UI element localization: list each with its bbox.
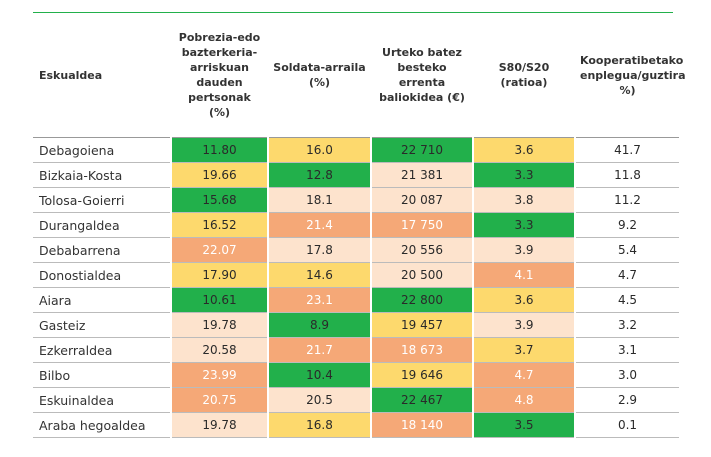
table-row: Bizkaia-Kosta 19.66 12.8 21 381 3.3 11.8 <box>33 163 679 188</box>
value-cell: 4.7 <box>474 363 574 388</box>
table-row: Ezkerraldea 20.58 21.7 18 673 3.7 3.1 <box>33 338 679 363</box>
value-cell: 17.90 <box>172 263 267 288</box>
table-row: Debabarrena 22.07 17.8 20 556 3.9 5.4 <box>33 238 679 263</box>
value-cell: 20.75 <box>172 388 267 413</box>
value-cell: 23.1 <box>269 288 370 313</box>
value-cell: 11.2 <box>576 188 679 213</box>
column-header: Urteko batez besteko errenta baliokidea … <box>372 13 472 138</box>
table-row: Donostialdea 17.90 14.6 20 500 4.1 4.7 <box>33 263 679 288</box>
data-table: Eskualdea Pobrezia-edo bazterkeria-arrisk… <box>31 13 686 438</box>
region-cell: Donostialdea <box>33 263 170 288</box>
value-cell: 3.0 <box>576 363 679 388</box>
value-cell: 22 467 <box>372 388 472 413</box>
value-cell: 22 710 <box>372 138 472 163</box>
table-row: Aiara 10.61 23.1 22 800 3.6 4.5 <box>33 288 679 313</box>
value-cell: 3.9 <box>474 238 574 263</box>
table-row: Eskuinaldea 20.75 20.5 22 467 4.8 2.9 <box>33 388 679 413</box>
value-cell: 21.4 <box>269 213 370 238</box>
region-cell: Eskuinaldea <box>33 388 170 413</box>
value-cell: 17 750 <box>372 213 472 238</box>
value-cell: 18 140 <box>372 413 472 438</box>
value-cell: 3.6 <box>474 138 574 163</box>
value-cell: 19.78 <box>172 413 267 438</box>
value-cell: 22 800 <box>372 288 472 313</box>
value-cell: 18.1 <box>269 188 370 213</box>
value-cell: 3.3 <box>474 213 574 238</box>
value-cell: 11.80 <box>172 138 267 163</box>
value-cell: 4.7 <box>576 263 679 288</box>
column-header: Soldata-arraila (%) <box>269 13 370 138</box>
value-cell: 20 087 <box>372 188 472 213</box>
table-wrap: Eskualdea Pobrezia-edo bazterkeria-arrisk… <box>33 12 686 438</box>
table-row: Tolosa-Goierri 15.68 18.1 20 087 3.8 11.2 <box>33 188 679 213</box>
column-header: S80/S20 (ratioa) <box>474 13 574 138</box>
value-cell: 12.8 <box>269 163 370 188</box>
region-cell: Bizkaia-Kosta <box>33 163 170 188</box>
table-row: Araba hegoaldea 19.78 16.8 18 140 3.5 0.1 <box>33 413 679 438</box>
value-cell: 3.6 <box>474 288 574 313</box>
value-cell: 16.52 <box>172 213 267 238</box>
value-cell: 17.8 <box>269 238 370 263</box>
region-cell: Debagoiena <box>33 138 170 163</box>
region-cell: Aiara <box>33 288 170 313</box>
column-header: Kooperatibetako enplegua/guztira %) <box>576 13 686 138</box>
column-header: Eskualdea <box>33 13 170 138</box>
region-cell: Durangaldea <box>33 213 170 238</box>
table-row: Debagoiena 11.80 16.0 22 710 3.6 41.7 <box>33 138 679 163</box>
value-cell: 20 556 <box>372 238 472 263</box>
table-row: Bilbo 23.99 10.4 19 646 4.7 3.0 <box>33 363 679 388</box>
value-cell: 16.0 <box>269 138 370 163</box>
value-cell: 18 673 <box>372 338 472 363</box>
value-cell: 16.8 <box>269 413 370 438</box>
region-cell: Gasteiz <box>33 313 170 338</box>
value-cell: 4.1 <box>474 263 574 288</box>
region-cell: Debabarrena <box>33 238 170 263</box>
value-cell: 3.7 <box>474 338 574 363</box>
value-cell: 22.07 <box>172 238 267 263</box>
value-cell: 10.61 <box>172 288 267 313</box>
value-cell: 41.7 <box>576 138 679 163</box>
value-cell: 19 646 <box>372 363 472 388</box>
value-cell: 20 500 <box>372 263 472 288</box>
value-cell: 19 457 <box>372 313 472 338</box>
value-cell: 0.1 <box>576 413 679 438</box>
table-row: Gasteiz 19.78 8.9 19 457 3.9 3.2 <box>33 313 679 338</box>
column-header: Pobrezia-edo bazterkeria-arriskuan daude… <box>172 13 267 138</box>
value-cell: 4.5 <box>576 288 679 313</box>
value-cell: 3.9 <box>474 313 574 338</box>
value-cell: 19.66 <box>172 163 267 188</box>
header-row: Eskualdea Pobrezia-edo bazterkeria-arrisk… <box>33 13 686 138</box>
value-cell: 5.4 <box>576 238 679 263</box>
value-cell: 8.9 <box>269 313 370 338</box>
value-cell: 14.6 <box>269 263 370 288</box>
region-cell: Tolosa-Goierri <box>33 188 170 213</box>
value-cell: 3.3 <box>474 163 574 188</box>
value-cell: 3.8 <box>474 188 574 213</box>
table-row: Durangaldea 16.52 21.4 17 750 3.3 9.2 <box>33 213 679 238</box>
value-cell: 4.8 <box>474 388 574 413</box>
value-cell: 21 381 <box>372 163 472 188</box>
value-cell: 15.68 <box>172 188 267 213</box>
value-cell: 10.4 <box>269 363 370 388</box>
table-body: Debagoiena 11.80 16.0 22 710 3.6 41.7 Bizkaia-… <box>33 138 679 438</box>
region-cell: Araba hegoaldea <box>33 413 170 438</box>
value-cell: 19.78 <box>172 313 267 338</box>
value-cell: 2.9 <box>576 388 679 413</box>
value-cell: 20.5 <box>269 388 370 413</box>
value-cell: 20.58 <box>172 338 267 363</box>
value-cell: 21.7 <box>269 338 370 363</box>
value-cell: 11.8 <box>576 163 679 188</box>
value-cell: 9.2 <box>576 213 679 238</box>
value-cell: 23.99 <box>172 363 267 388</box>
value-cell: 3.1 <box>576 338 679 363</box>
value-cell: 3.2 <box>576 313 679 338</box>
region-cell: Ezkerraldea <box>33 338 170 363</box>
region-cell: Bilbo <box>33 363 170 388</box>
value-cell: 3.5 <box>474 413 574 438</box>
